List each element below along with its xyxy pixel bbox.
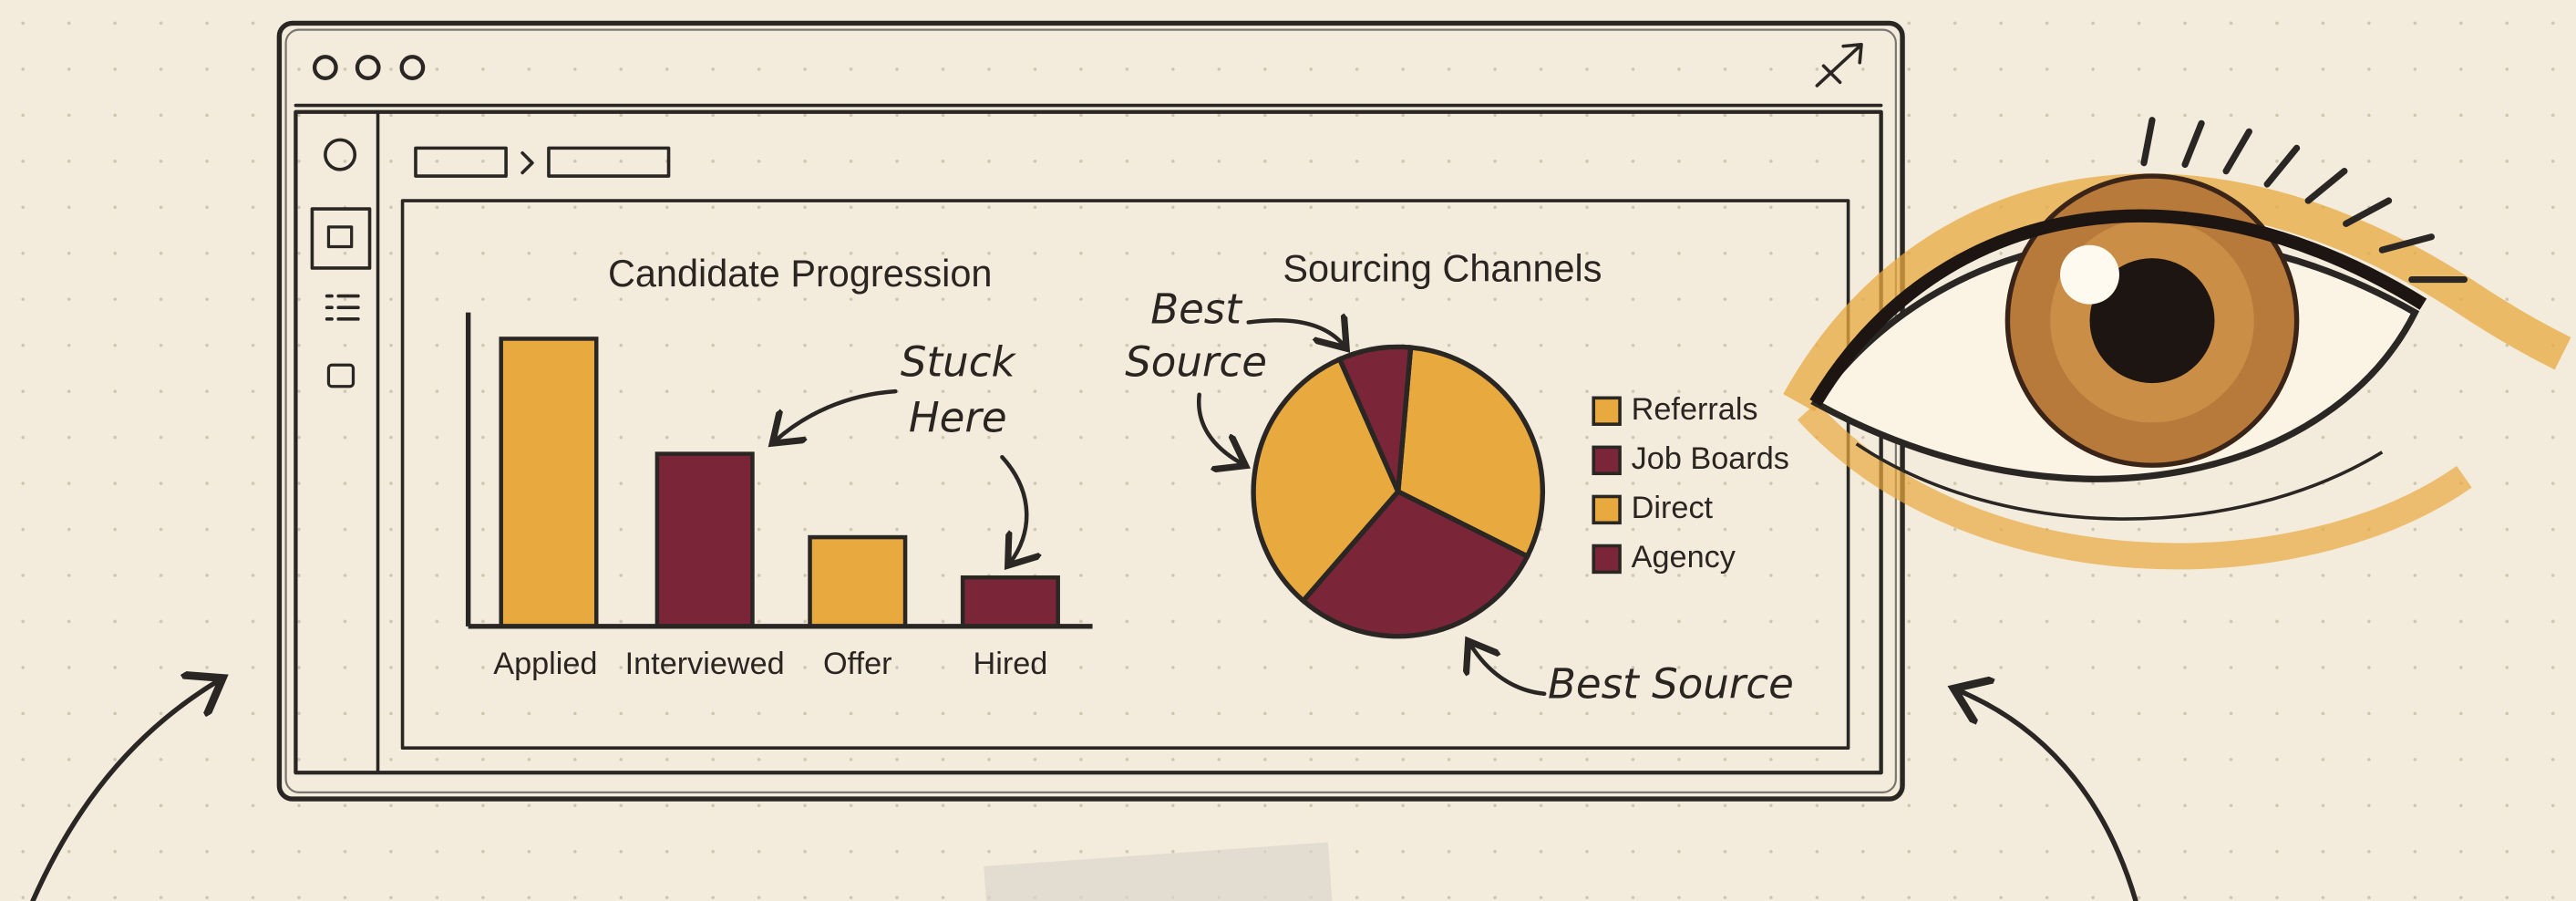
- legend-swatch: [1592, 544, 1622, 575]
- x-tick-label: Applied: [493, 647, 597, 681]
- annotation-arrow: [1470, 645, 1547, 696]
- sidebar-icon[interactable]: [325, 294, 360, 321]
- legend-label: Job Boards: [1632, 441, 1789, 476]
- annotation-arrow: [776, 388, 898, 440]
- window-button[interactable]: [355, 55, 381, 80]
- annotation-arrow: [1196, 392, 1242, 464]
- annotation: Best: [1150, 285, 1243, 334]
- annotation: Source: [1125, 337, 1267, 386]
- sidebar-icon[interactable]: [326, 363, 355, 388]
- x-tick-label: Hired: [974, 647, 1048, 681]
- annotation: Best Source: [1548, 660, 1794, 709]
- sidebar-icon[interactable]: [310, 207, 372, 270]
- x-tick-label: Interviewed: [625, 647, 785, 681]
- pie-slice: [1395, 345, 1546, 560]
- legend-swatch: [1592, 494, 1622, 525]
- legend-label: Referrals: [1632, 392, 1758, 427]
- annotation-arrow: [1000, 454, 1026, 562]
- decor-arrow: [30, 680, 219, 901]
- legend-label: Direct: [1632, 491, 1714, 525]
- bar: [499, 337, 599, 629]
- chart-title: Sourcing Channels: [1283, 247, 1602, 290]
- bar: [808, 534, 908, 629]
- breadcrumb[interactable]: [547, 146, 671, 178]
- legend-label: Agency: [1632, 540, 1736, 575]
- pie-slice: [1299, 488, 1531, 639]
- bar: [654, 451, 755, 629]
- decor-arrow: [1958, 690, 2138, 901]
- annotation: Stuck: [901, 337, 1017, 386]
- window-button[interactable]: [312, 55, 338, 80]
- expand-icon[interactable]: [1815, 43, 1863, 88]
- legend-swatch: [1592, 396, 1622, 426]
- browser-window: [276, 20, 1905, 802]
- tape: [984, 842, 1333, 901]
- annotation: Here: [909, 394, 1007, 442]
- pie-slice: [1336, 344, 1414, 493]
- sidebar-icon[interactable]: [324, 138, 357, 171]
- annotation-arrow: [1246, 320, 1345, 345]
- breadcrumb[interactable]: [414, 146, 508, 178]
- pie-slice: [1251, 356, 1401, 605]
- x-tick-label: Offer: [823, 647, 891, 681]
- chart-title: Candidate Progression: [608, 252, 993, 295]
- eye-illustration: [1783, 117, 2571, 570]
- legend-swatch: [1592, 445, 1622, 476]
- bar: [960, 575, 1060, 629]
- window-button[interactable]: [399, 55, 426, 80]
- charts: Candidate Progression Applied Interviewed O…: [465, 247, 1794, 709]
